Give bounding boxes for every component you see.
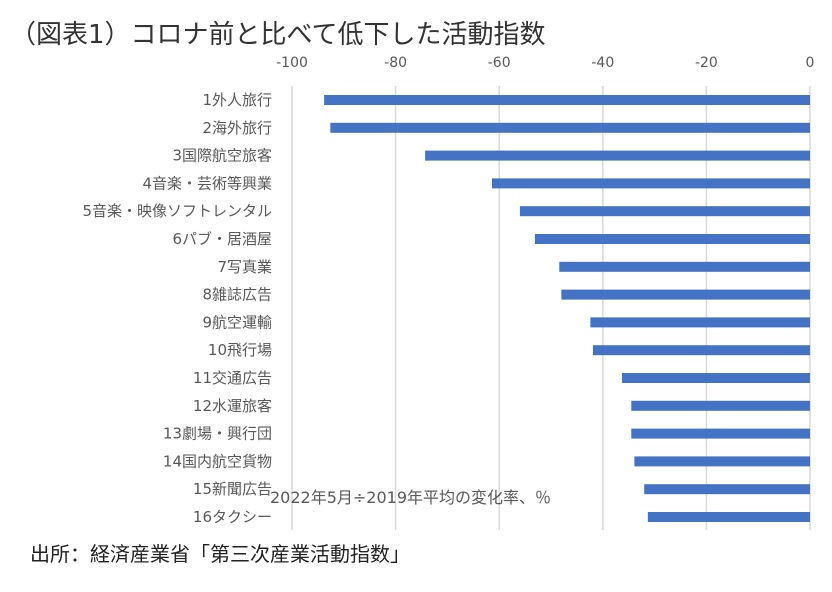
x-tick-label: -60 — [488, 55, 511, 71]
bar — [590, 317, 810, 328]
category-label: 4音楽・芸術等興業 — [142, 174, 272, 192]
bar — [647, 512, 810, 522]
bar — [559, 261, 810, 272]
bar — [519, 206, 810, 217]
bar — [631, 428, 810, 439]
bar — [330, 122, 810, 133]
chart-title: （図表1）コロナ前と比べて低下した活動指数 — [10, 20, 546, 50]
category-label: 15新聞広告 — [193, 480, 272, 498]
category-label: 14国内航空貨物 — [163, 452, 272, 470]
category-label: 10飛行場 — [208, 341, 272, 359]
category-label: 8雑誌広告 — [202, 286, 272, 304]
bar — [621, 373, 810, 383]
bar — [631, 400, 810, 411]
bar — [425, 150, 810, 161]
bar — [324, 95, 810, 105]
bar — [644, 484, 810, 495]
category-label: 9航空運輸 — [202, 313, 272, 331]
category-label: 5音楽・映像ソフトレンタル — [82, 202, 272, 220]
category-label: 2海外旅行 — [202, 119, 272, 137]
x-tick-label: -20 — [695, 55, 718, 71]
category-label: 3国際航空旅客 — [172, 147, 272, 165]
category-label: 13劇場・興行団 — [163, 425, 272, 443]
bar — [491, 178, 810, 189]
category-label: 11交通広告 — [193, 369, 272, 387]
category-label: 7写真業 — [217, 258, 272, 276]
bar — [634, 456, 810, 467]
category-label: 16タクシー — [193, 508, 272, 526]
x-tick-label: -40 — [591, 55, 614, 71]
x-tick-label: -100 — [276, 55, 308, 71]
category-label: 12水運旅客 — [193, 397, 272, 415]
category-label: 1外人旅行 — [202, 91, 272, 109]
bar — [592, 345, 810, 356]
category-label: 6パブ・居酒屋 — [172, 230, 272, 248]
x-tick-label: 0 — [806, 55, 815, 71]
bar — [534, 234, 810, 244]
source-note: 出所：経済産業省「第三次産業活動指数」 — [30, 542, 410, 566]
bar — [561, 289, 810, 300]
x-tick-label: -80 — [384, 55, 407, 71]
x-axis-label: 2022年5月÷2019年平均の変化率、％ — [270, 488, 551, 507]
